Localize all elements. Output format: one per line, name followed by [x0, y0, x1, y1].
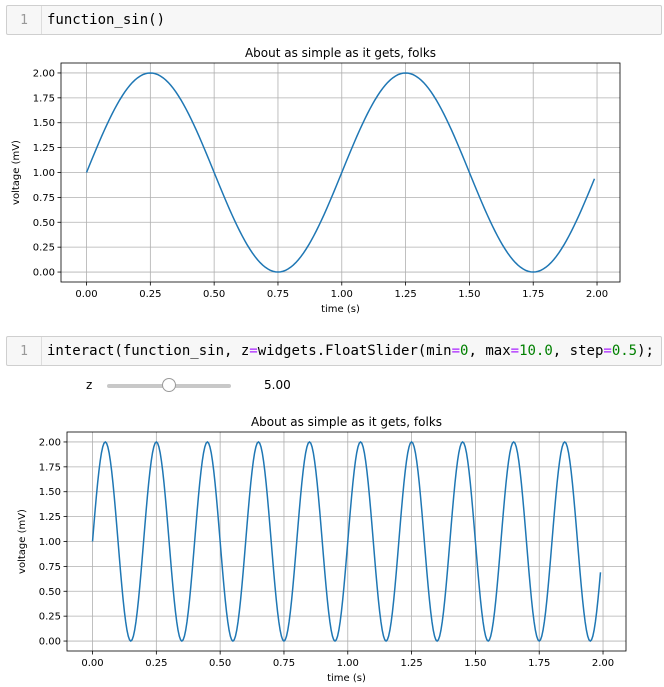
chart-title: About as simple as it gets, folks — [251, 415, 442, 429]
code-token: ); — [637, 343, 654, 359]
float-slider-widget: z 5.00 — [0, 374, 664, 400]
y-tick-label: 1.75 — [39, 462, 61, 473]
x-tick-label: 1.50 — [464, 658, 486, 669]
y-tick-label: 0.50 — [33, 218, 55, 229]
chart-1: 0.00 0.25 0.50 0.75 1.00 1.25 1.50 1.75 2.00 0.00… — [11, 46, 621, 315]
y-tick-label: 0.25 — [39, 612, 61, 623]
code-operator: = — [451, 343, 461, 359]
y-tick-label: 1.50 — [39, 487, 61, 498]
x-tick-label: 0.25 — [139, 289, 161, 300]
code-line[interactable]: function_sin() — [42, 12, 165, 28]
code-token: function_sin() — [47, 12, 166, 28]
y-tick-label: 1.00 — [39, 537, 61, 548]
code-token: widgets.FloatSlider(min — [257, 343, 452, 359]
y-tick-label: 1.25 — [39, 512, 61, 523]
x-tick-label: 2.00 — [592, 658, 614, 669]
y-axis-label: voltage (mV) — [17, 509, 28, 574]
y-tick-label: 0.50 — [39, 587, 61, 598]
series-line — [85, 72, 596, 273]
x-tick-label: 2.00 — [586, 289, 608, 300]
y-tick-label: 0.25 — [33, 243, 55, 254]
y-tick-label: 0.75 — [33, 193, 55, 204]
code-number: 0.5 — [611, 343, 638, 359]
code-number: 0 — [460, 343, 469, 359]
x-tick-label: 0.50 — [209, 658, 231, 669]
x-tick-label: 0.25 — [145, 658, 167, 669]
code-line[interactable]: interact(function_sin, z=widgets.FloatSl… — [42, 343, 654, 359]
code-token: interact(function_sin, z — [47, 343, 250, 359]
series-line — [91, 440, 602, 643]
line-number: 1 — [7, 6, 42, 34]
slider-value-readout[interactable]: 5.00 — [264, 378, 291, 392]
code-operator: = — [603, 343, 612, 359]
code-number: 10.0 — [519, 343, 553, 359]
x-axis-label: time (s) — [327, 673, 366, 684]
x-tick-label: 0.75 — [267, 289, 289, 300]
y-tick-label: 0.75 — [39, 562, 61, 573]
x-tick-label: 0.00 — [75, 289, 97, 300]
y-axis-label: voltage (mV) — [11, 140, 22, 205]
x-tick-label: 1.75 — [522, 289, 544, 300]
x-tick-label: 1.00 — [331, 289, 353, 300]
x-tick-label: 1.25 — [400, 658, 422, 669]
chart-2: 0.00 0.25 0.50 0.75 1.00 1.25 1.50 1.75 2.00 0.00… — [17, 415, 627, 684]
code-operator: = — [510, 343, 520, 359]
code-cell-1[interactable]: 1 function_sin() — [6, 5, 662, 35]
slider-handle[interactable] — [162, 378, 176, 392]
y-tick-label: 2.00 — [39, 437, 61, 448]
y-tick-label: 0.00 — [39, 637, 61, 648]
y-tick-label: 2.00 — [33, 68, 55, 79]
chart-title: About as simple as it gets, folks — [245, 46, 436, 60]
y-tick-label: 1.00 — [33, 168, 55, 179]
y-tick-label: 1.75 — [33, 93, 55, 104]
x-tick-label: 1.75 — [528, 658, 550, 669]
y-tick-label: 0.00 — [33, 268, 55, 279]
y-tick-label: 1.50 — [33, 118, 55, 129]
x-axis-label: time (s) — [321, 304, 360, 315]
y-tick-label: 1.25 — [33, 143, 55, 154]
code-token: , max — [468, 343, 511, 359]
code-cell-2[interactable]: 1 interact(function_sin, z=widgets.Float… — [6, 336, 662, 366]
code-token: , step — [552, 343, 604, 359]
x-tick-label: 0.50 — [203, 289, 225, 300]
x-tick-label: 0.00 — [81, 658, 103, 669]
x-tick-label: 1.00 — [337, 658, 359, 669]
x-tick-label: 1.50 — [458, 289, 480, 300]
code-operator: = — [249, 343, 258, 359]
line-number: 1 — [7, 337, 42, 365]
x-tick-label: 1.25 — [394, 289, 416, 300]
slider-label: z — [86, 378, 93, 392]
x-tick-label: 0.75 — [273, 658, 295, 669]
